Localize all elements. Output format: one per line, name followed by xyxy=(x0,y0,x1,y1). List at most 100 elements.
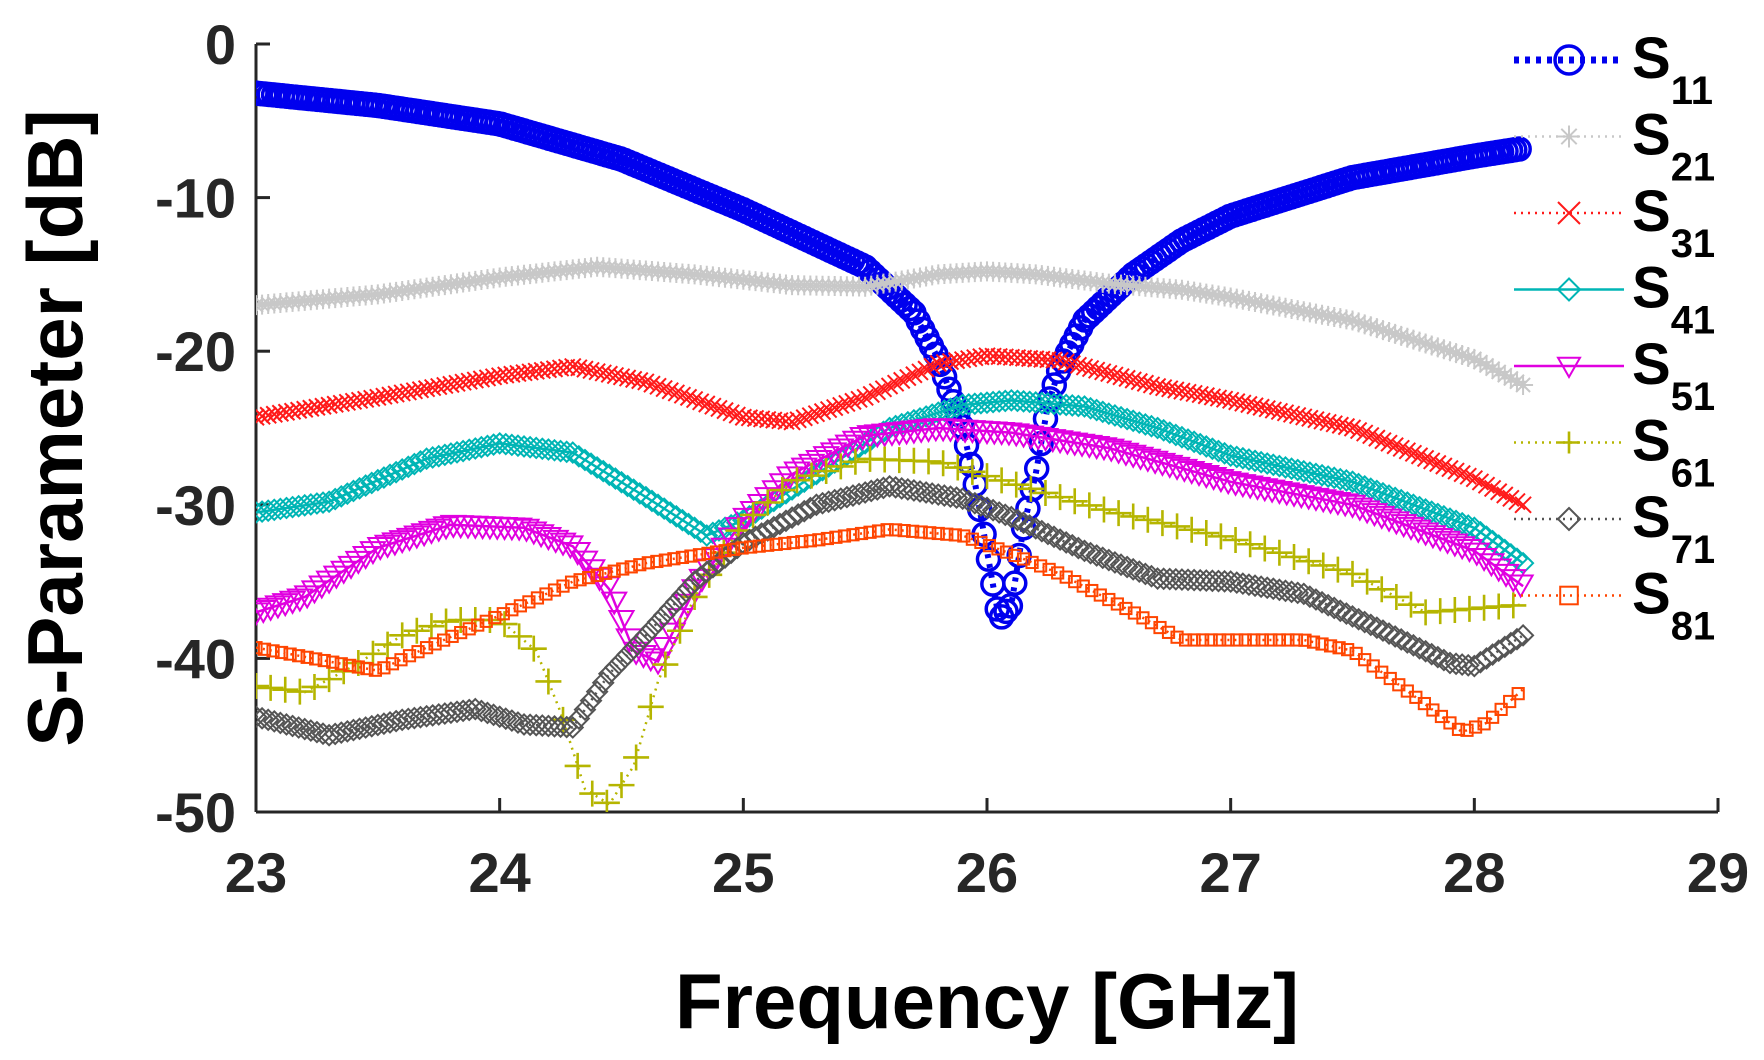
s31-point xyxy=(911,363,929,381)
s81-point xyxy=(650,554,664,569)
s21-point xyxy=(879,272,900,293)
s41-point xyxy=(469,435,493,459)
s41-point xyxy=(707,518,731,542)
s81-point xyxy=(957,529,971,543)
s61-point xyxy=(418,613,445,640)
x-tick-label: 29 xyxy=(1687,841,1749,904)
s41-point xyxy=(268,497,292,521)
s81-point xyxy=(735,541,749,555)
s81-point xyxy=(786,535,800,550)
legend-label-sub: 71 xyxy=(1671,528,1716,572)
s41-point xyxy=(323,487,347,511)
s11-point xyxy=(1506,136,1532,162)
s81-point xyxy=(1341,643,1355,657)
s61-point xyxy=(520,635,547,662)
s71-point xyxy=(1091,546,1115,570)
legend-label-s51: S51 xyxy=(1632,332,1715,419)
s51-point xyxy=(256,602,270,627)
s41-point xyxy=(567,444,591,468)
s61-point xyxy=(1368,576,1395,603)
s71-point xyxy=(482,703,505,727)
s21-point xyxy=(1269,296,1290,317)
s31-point xyxy=(673,386,692,404)
s61-point xyxy=(564,752,591,779)
s81-point xyxy=(641,556,655,570)
s31-point xyxy=(856,388,874,406)
s31-point xyxy=(1337,417,1356,436)
s81-point xyxy=(692,548,707,562)
s51-point xyxy=(1046,430,1074,455)
s41-point xyxy=(451,439,475,463)
s51-point xyxy=(410,523,438,548)
s71-point xyxy=(1115,555,1139,579)
s41-point xyxy=(683,516,707,540)
s81-point xyxy=(923,526,937,540)
s81-point xyxy=(1076,579,1090,593)
s61-point xyxy=(1032,479,1059,506)
s81-point xyxy=(513,599,527,613)
series-s21 xyxy=(256,256,1534,395)
s21-point xyxy=(1366,318,1387,339)
s41-point xyxy=(1383,486,1407,510)
s21-point xyxy=(1238,290,1259,311)
s71-point xyxy=(396,707,420,731)
s81-point xyxy=(948,528,962,542)
series-s81 xyxy=(256,523,1525,737)
s51-point xyxy=(286,588,314,613)
s41-point xyxy=(402,452,426,476)
s31-point xyxy=(801,407,820,425)
s71-point xyxy=(256,706,274,730)
s71-point xyxy=(774,509,798,533)
s71-point xyxy=(786,502,810,526)
s21-point xyxy=(1500,368,1521,389)
s71-point xyxy=(671,583,694,607)
s51-point xyxy=(1506,574,1535,599)
s31-point xyxy=(1386,437,1404,455)
s71-point xyxy=(1365,616,1389,640)
s41-point xyxy=(372,466,396,489)
s21-point xyxy=(1348,312,1369,333)
s41-point xyxy=(463,437,487,460)
s11-point xyxy=(1002,570,1028,596)
s31-point xyxy=(1124,371,1142,389)
s51-point xyxy=(381,532,409,557)
s71-point xyxy=(841,484,865,507)
legend-label-sub: 21 xyxy=(1671,146,1716,190)
s71-point xyxy=(872,476,895,500)
s81-point xyxy=(402,649,417,663)
s41-point xyxy=(1079,396,1102,420)
s71-point xyxy=(1024,516,1048,540)
s31-point xyxy=(1118,369,1136,388)
s81-point xyxy=(991,542,1005,556)
s81-point xyxy=(1460,723,1474,737)
s41-point xyxy=(634,485,658,509)
s71-point xyxy=(762,515,786,539)
s71-point xyxy=(1511,623,1535,647)
s51-point xyxy=(373,534,402,559)
s61-point xyxy=(1310,552,1337,579)
s21-point xyxy=(1488,361,1509,382)
s51-point xyxy=(775,466,804,491)
s41-point xyxy=(975,391,999,415)
s61-point xyxy=(974,463,1000,490)
s61-point xyxy=(1397,591,1424,618)
s51-point xyxy=(425,518,453,543)
s41-point xyxy=(1377,484,1401,507)
s41-point xyxy=(1219,444,1243,468)
s71-point xyxy=(494,707,518,731)
s61-point xyxy=(988,467,1015,494)
s31-point xyxy=(1075,358,1094,376)
s61-point xyxy=(1295,548,1322,575)
s41-point xyxy=(908,406,932,430)
s31-point xyxy=(1368,429,1386,447)
s81-point xyxy=(462,622,476,636)
legend-label-s61: S61 xyxy=(1632,409,1715,496)
s31-point xyxy=(1441,459,1459,478)
s71-point xyxy=(439,701,463,725)
s81-point xyxy=(266,644,280,658)
s51-point xyxy=(658,622,687,647)
s81-point xyxy=(897,524,911,538)
legend-marker-s21 xyxy=(1558,125,1580,148)
s21-point xyxy=(1342,310,1363,331)
s81-point xyxy=(607,564,621,578)
